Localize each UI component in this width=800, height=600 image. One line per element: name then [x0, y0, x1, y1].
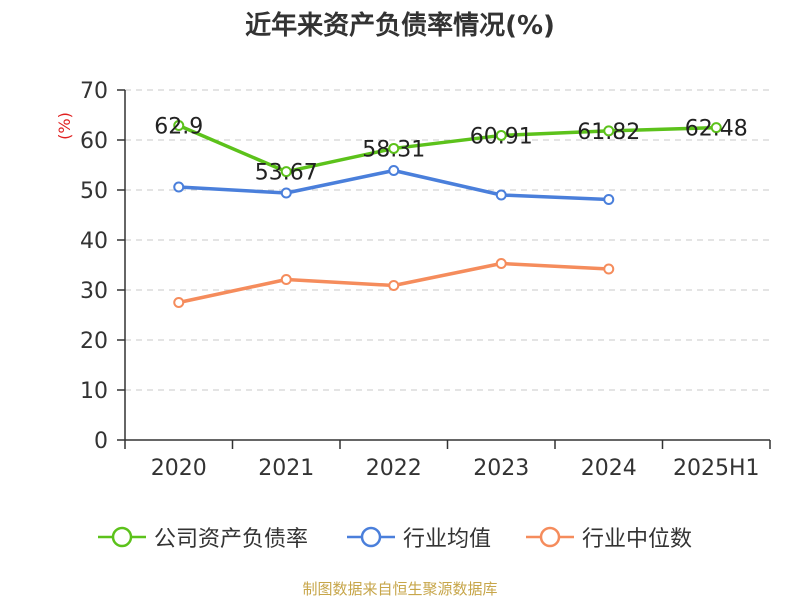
- x-tick-label-2020: 2020: [151, 456, 207, 481]
- y-tick-label-50: 50: [80, 179, 108, 204]
- x-tick-label-2023: 2023: [473, 456, 529, 481]
- series-1-point-2023: [495, 189, 507, 201]
- data-label-2021: 53.67: [255, 161, 318, 186]
- y-tick-label-70: 70: [80, 79, 108, 104]
- legend-marker-industry-median: [526, 526, 574, 548]
- y-tick-label-20: 20: [80, 329, 108, 354]
- series-2-point-2022: [388, 280, 400, 291]
- series-1-point-2021: [280, 187, 292, 199]
- legend-item-industry-median[interactable]: 行业中位数: [526, 520, 692, 554]
- legend-marker-company: [98, 526, 146, 548]
- data-label-2022: 58.31: [362, 137, 425, 162]
- x-tick-label-2025H1: 2025H1: [673, 456, 760, 481]
- y-tick-label-10: 10: [80, 379, 108, 404]
- series-0-point-2021: [280, 166, 292, 178]
- y-tick-label-40: 40: [80, 229, 108, 254]
- legend-label-industry-mean: 行业均值: [403, 527, 492, 552]
- series-1-point-2022: [388, 165, 400, 176]
- data-label-2024: 61.82: [577, 120, 640, 145]
- y-tick-label-30: 30: [80, 279, 108, 304]
- data-label-2020: 62.9: [154, 115, 203, 140]
- series-1-point-2020: [173, 181, 185, 193]
- series-0-point-2023: [495, 129, 507, 141]
- legend-item-industry-mean[interactable]: 行业均值: [347, 520, 491, 554]
- y-axis-label: (%): [55, 112, 74, 140]
- y-tick-label-60: 60: [80, 129, 108, 154]
- series-0-point-2024: [603, 125, 615, 137]
- series-2-point-2024: [603, 263, 615, 275]
- series-1-point-2024: [603, 194, 615, 205]
- series-0-point-2020: [173, 120, 185, 131]
- chart-title: 近年来资产负债率情况(%): [245, 11, 555, 41]
- legend-label-industry-median: 行业中位数: [582, 527, 693, 552]
- series-2-point-2020: [173, 297, 185, 308]
- legend-label-company: 公司资产负债率: [154, 527, 309, 552]
- data-label-2025H1: 62.48: [685, 117, 748, 142]
- x-tick-label-2024: 2024: [581, 456, 637, 481]
- data-label-2023: 60.91: [470, 124, 533, 149]
- data-source-footer: 制图数据来自恒生聚源数据库: [302, 580, 498, 598]
- series-0-point-2022: [388, 142, 400, 154]
- y-tick-label-0: 0: [94, 429, 108, 454]
- series-0-point-2025H1: [710, 122, 722, 134]
- legend-item-company[interactable]: 公司资产负债率: [98, 520, 308, 554]
- legend-marker-industry-mean: [347, 526, 395, 548]
- x-tick-label-2022: 2022: [366, 456, 422, 481]
- series-2-point-2023: [495, 258, 507, 269]
- x-tick-label-2021: 2021: [258, 456, 314, 481]
- series-2-point-2021: [280, 274, 292, 285]
- series-line-0: [178, 123, 717, 174]
